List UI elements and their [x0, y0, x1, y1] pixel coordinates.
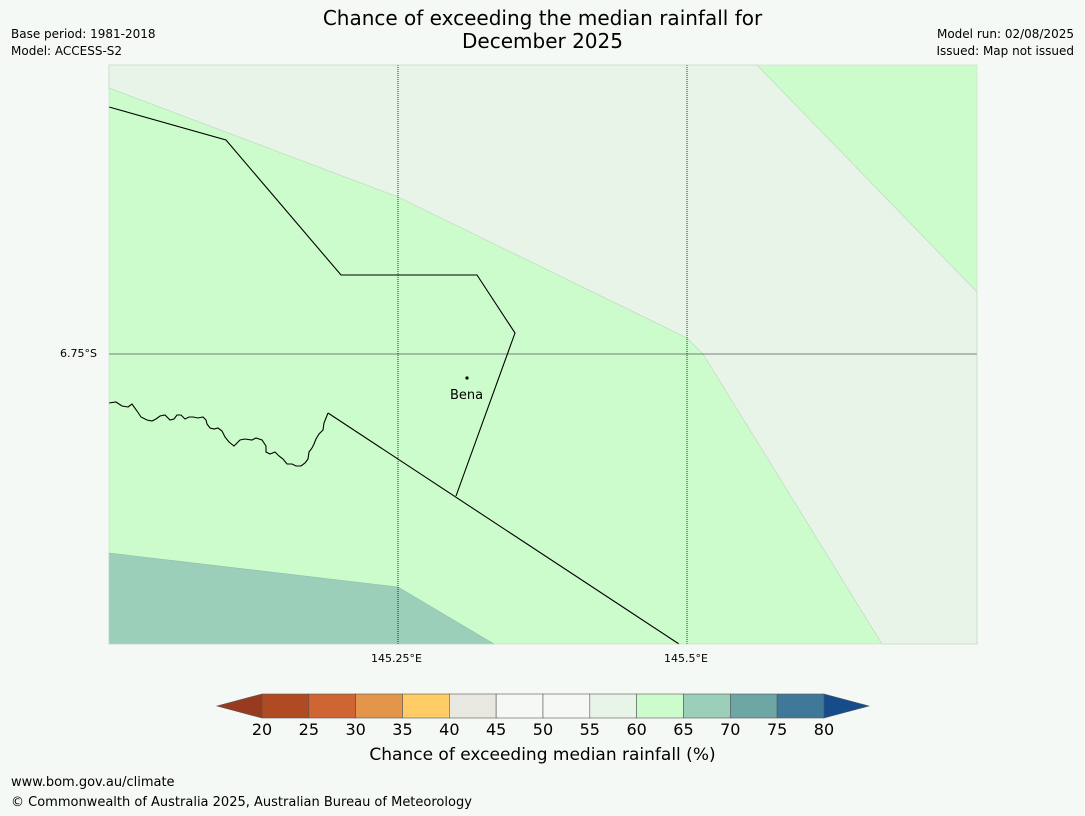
province-boundary-upper [108, 106, 516, 497]
meta-left: Base period: 1981-2018 Model: ACCESS-S2 [11, 26, 156, 60]
coastline-boundary [108, 401, 329, 467]
colorbar-tick-label: 35 [392, 720, 413, 739]
colorbar-label: Chance of exceeding median rainfall (%) [369, 745, 716, 765]
map-title: Chance of exceeding the median rainfall … [0, 7, 1085, 53]
map-frame [108, 64, 978, 645]
meta-right: Model run: 02/08/2025 Issued: Map not is… [936, 26, 1074, 60]
issued-status: Issued: Map not issued [936, 44, 1074, 58]
title-line-2: December 2025 [462, 29, 623, 53]
place-marker[interactable] [465, 376, 469, 380]
footer-copyright: © Commonwealth of Australia 2025, Austra… [11, 795, 472, 810]
colorbar-tick-label: 25 [298, 720, 320, 739]
model-name: Model: ACCESS-S2 [11, 44, 123, 58]
colorbar-tick-label: 55 [579, 720, 600, 739]
latitude-label: 6.75°S [60, 347, 97, 360]
colorbar-tick-label: 30 [345, 720, 366, 739]
footer-url[interactable]: www.bom.gov.au/climate [11, 775, 175, 790]
colorbar-tick-label: 60 [626, 720, 647, 739]
base-period: Base period: 1981-2018 [11, 27, 156, 41]
colorbar-tick-label: 70 [720, 720, 741, 739]
colorbar-tick-label: 80 [813, 720, 835, 739]
province-boundary-lower [327, 412, 680, 645]
map-canvas[interactable] [0, 0, 1085, 700]
longitude-label-1: 145.25°E [371, 652, 422, 665]
colorbar-tick-label: 40 [439, 720, 460, 739]
colorbar-tick-label: 50 [532, 720, 554, 739]
colorbar-tick-label: 75 [766, 720, 788, 739]
colorbar-tick-label: 20 [251, 720, 273, 739]
region-55-60 [108, 64, 978, 645]
colorbar-tick-label: 65 [673, 720, 694, 739]
colorbar-tick-label: 45 [485, 720, 507, 739]
colorbar-ticks: 20 25 30 35 40 45 50 55 60 65 70 75 80 [0, 720, 1085, 740]
model-run: Model run: 02/08/2025 [936, 27, 1074, 41]
longitude-label-2: 145.5°E [664, 652, 708, 665]
title-line-1: Chance of exceeding the median rainfall … [322, 6, 763, 30]
place-label: Bena [450, 388, 484, 403]
